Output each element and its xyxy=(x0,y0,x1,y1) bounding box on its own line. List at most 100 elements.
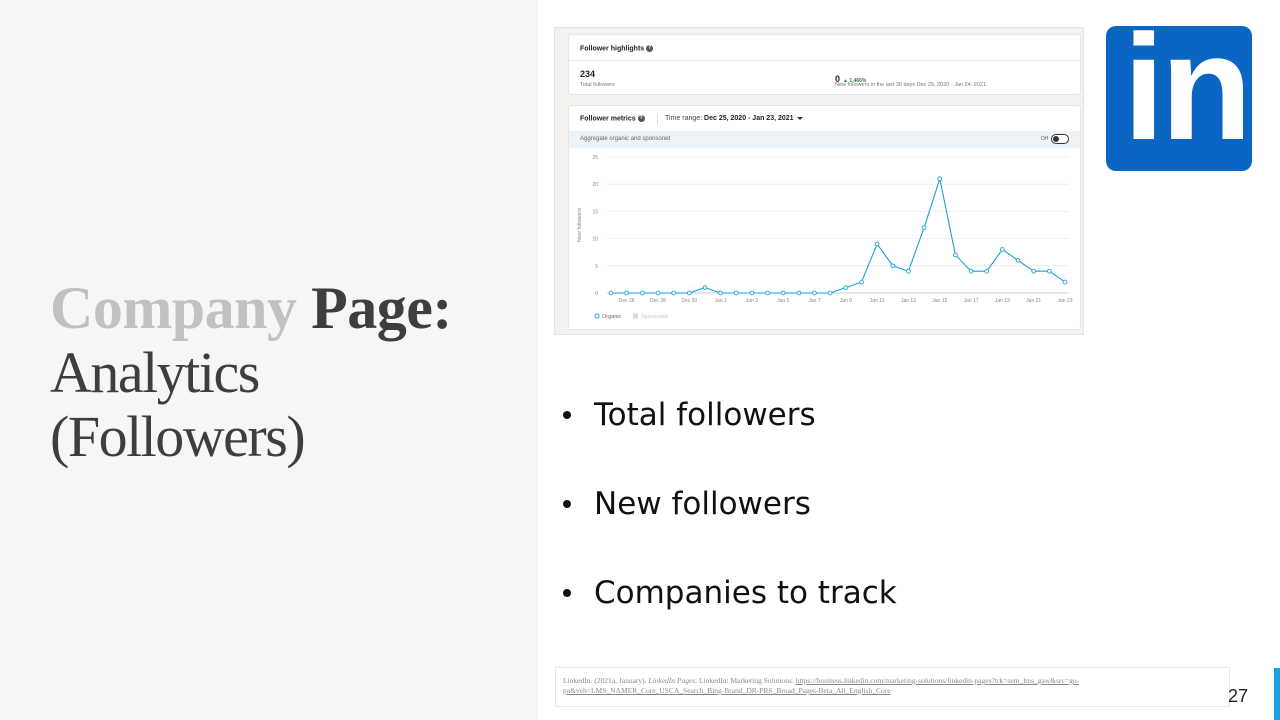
data-point xyxy=(796,290,802,296)
toggle-state-label: Off xyxy=(1040,136,1048,142)
data-point xyxy=(749,290,755,296)
data-point xyxy=(921,225,927,231)
data-point xyxy=(655,290,661,296)
x-tick-label: Jan 5 xyxy=(777,298,789,304)
data-point xyxy=(1031,268,1037,274)
data-point xyxy=(1062,279,1068,285)
data-point xyxy=(780,290,786,296)
data-point xyxy=(624,290,630,296)
citation-prefix: LinkedIn. (2021a, January). xyxy=(563,676,649,685)
title-line-2: Analytics xyxy=(50,340,260,405)
toggle-knob xyxy=(1053,135,1059,142)
data-point xyxy=(984,268,990,274)
data-point xyxy=(859,279,864,285)
data-point xyxy=(765,290,770,296)
title-page: Page: xyxy=(311,275,452,341)
linkedin-logo-text: in xyxy=(1123,26,1252,171)
data-point xyxy=(1000,247,1005,252)
aggregate-bar: Aggregate organic and sponsored Off xyxy=(569,131,1080,148)
data-point xyxy=(812,290,817,296)
y-tick-label: 5 xyxy=(595,264,598,270)
legend-marker-sponsored xyxy=(633,313,638,319)
new-followers-label: New followers in the last 30 days Dec 25… xyxy=(835,82,987,88)
citation-italic: LinkedIn Pages xyxy=(648,676,696,685)
highlights-title: Follower highlights? xyxy=(580,45,654,53)
x-tick-label: Jan 9 xyxy=(840,298,852,304)
x-tick-label: Dec 30 xyxy=(681,298,697,304)
metrics-title-text: Follower metrics xyxy=(580,115,636,123)
data-point xyxy=(890,263,896,269)
legend-label-sponsored: Sponsored xyxy=(641,314,668,320)
citation-suffix: . LinkedIn: Marketing Solutions. xyxy=(695,676,796,685)
x-tick-label: Jan 7 xyxy=(808,298,820,304)
y-axis-label: New followers xyxy=(577,208,583,242)
data-point xyxy=(937,176,943,182)
series-line-organic xyxy=(611,176,1066,294)
bullet-dot xyxy=(563,589,571,597)
header-separator xyxy=(657,113,658,125)
legend-label-organic: Organic xyxy=(602,314,622,320)
data-point xyxy=(906,268,911,274)
data-point xyxy=(671,290,676,296)
linkedin-logo: in xyxy=(1106,26,1252,171)
x-tick-label: Jan 13 xyxy=(901,298,916,304)
data-point xyxy=(953,252,958,258)
aggregate-label: Aggregate organic and sponsored xyxy=(580,136,671,142)
aggregate-toggle[interactable] xyxy=(1051,134,1069,144)
data-point xyxy=(874,241,880,247)
data-point xyxy=(718,290,723,296)
x-tick-label: Jan 17 xyxy=(964,298,979,304)
data-point xyxy=(827,290,833,296)
caret-down-icon xyxy=(796,116,803,120)
bullet-dot xyxy=(563,500,571,508)
help-icon[interactable]: ? xyxy=(637,115,645,122)
bullet-dot xyxy=(563,411,571,419)
data-point xyxy=(1015,258,1021,263)
follower-metrics-card: Follower metrics? Time range: Dec 25, 20… xyxy=(568,105,1081,330)
analytics-screenshot: Follower highlights? 234 Total followers… xyxy=(554,27,1084,335)
highlights-divider xyxy=(569,60,1080,61)
x-tick-label: Dec 28 xyxy=(650,298,666,304)
citation-link[interactable]: https://business.linkedin.com/marketing-… xyxy=(563,676,1080,695)
metrics-header: Follower metrics? Time range: Dec 25, 20… xyxy=(580,113,1070,127)
slide-title: Company Page: Analytics (Followers) xyxy=(50,278,530,466)
new-followers-change: ▲ 1,466% xyxy=(843,78,867,84)
bullet-text: New followers xyxy=(594,486,811,522)
title-line-3: (Followers) xyxy=(50,404,306,469)
data-point xyxy=(702,285,708,290)
x-tick-label: Jan 15 xyxy=(932,298,947,304)
x-tick-label: Jan 23 xyxy=(1057,298,1072,304)
help-icon[interactable]: ? xyxy=(646,45,654,52)
highlights-title-text: Follower highlights xyxy=(580,45,645,53)
x-tick-label: Dec 26 xyxy=(619,298,635,304)
new-followers-value: 0 xyxy=(835,74,841,84)
title-line-1: Company Page: xyxy=(50,278,530,338)
y-tick-label: 20 xyxy=(592,182,598,188)
x-tick-label: Jan 11 xyxy=(870,298,885,304)
data-point xyxy=(1046,268,1052,274)
follower-metrics-chart: 0 5 10 15 20 25 New followers Dec 26 Dec 28 Dec 3… xyxy=(577,155,1073,320)
time-range-dropdown[interactable]: Time range: Dec 25, 2020 - Jan 23, 2021 xyxy=(665,115,803,122)
time-range-label: Time range: xyxy=(665,115,703,122)
page-number: 27 xyxy=(1228,686,1249,706)
data-point xyxy=(843,285,849,290)
y-tick-label: 25 xyxy=(592,155,598,161)
x-tick-label: Jan 21 xyxy=(1026,298,1041,304)
x-tick-label: Jan 19 xyxy=(995,298,1010,304)
data-point xyxy=(686,290,692,296)
y-tick-label: 15 xyxy=(592,209,598,215)
new-followers-stat: 0 ▲ 1,466% xyxy=(835,69,866,87)
citation: LinkedIn. (2021a, January). LinkedIn Pag… xyxy=(555,667,1230,707)
legend-marker-organic xyxy=(594,313,600,319)
metrics-title: Follower metrics? xyxy=(580,115,645,122)
title-panel xyxy=(0,0,538,720)
data-point xyxy=(608,290,614,296)
title-company: Company xyxy=(50,275,297,341)
follower-highlights-card: Follower highlights? 234 Total followers… xyxy=(568,34,1081,95)
x-tick-label: Jan 1 xyxy=(714,298,726,304)
y-tick-label: 10 xyxy=(592,237,598,243)
data-point xyxy=(639,290,645,296)
time-range-value: Dec 25, 2020 - Jan 23, 2021 xyxy=(704,115,794,122)
data-point xyxy=(733,290,739,296)
y-tick-label: 0 xyxy=(595,291,598,297)
